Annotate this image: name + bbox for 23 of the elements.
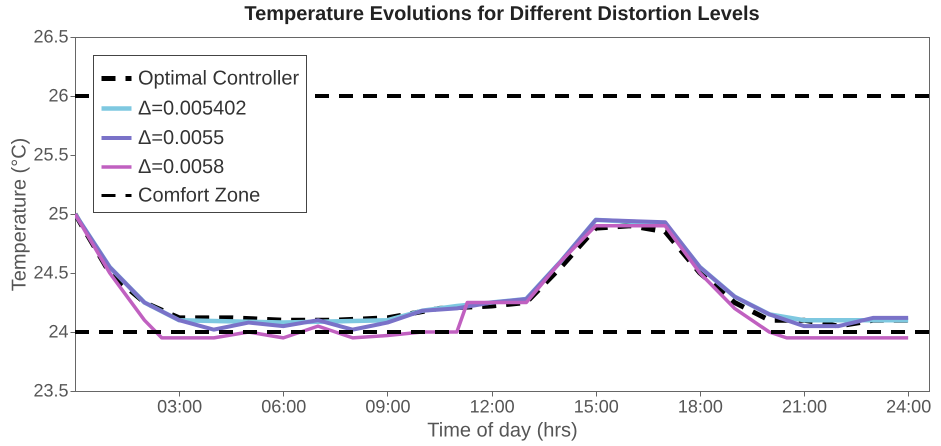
chart-title: Temperature Evolutions for Different Distortion Levels [244, 3, 760, 25]
y-tick-label: 24.5 [33, 262, 68, 282]
legend-label: Δ=0.0055 [138, 127, 224, 149]
y-axis-title: Temperature (°C) [8, 138, 30, 292]
x-tick-label: 21:00 [782, 396, 828, 416]
x-tick-label: 15:00 [574, 396, 619, 416]
legend-label: Comfort Zone [138, 184, 260, 206]
legend-label: Δ=0.0058 [138, 156, 224, 178]
x-tick-label: 09:00 [365, 396, 410, 416]
y-tick-label: 26.5 [33, 26, 68, 46]
x-tick-label: 12:00 [470, 396, 515, 416]
legend-label: Δ=0.005402 [138, 98, 246, 120]
x-tick-label: 18:00 [678, 396, 723, 416]
x-tick-label: 24:00 [886, 396, 932, 416]
y-tick-label: 23.5 [33, 380, 68, 400]
legend-label: Optimal Controller [138, 68, 300, 90]
y-tick-label: 25.5 [33, 144, 68, 164]
x-tick-label: 06:00 [261, 396, 306, 416]
y-tick-label: 24 [48, 322, 68, 342]
y-tick-label: 25 [48, 204, 68, 224]
y-tick-label: 26 [48, 86, 68, 106]
x-tick-label: 03:00 [157, 396, 202, 416]
x-axis-title: Time of day (hrs) [427, 420, 578, 442]
